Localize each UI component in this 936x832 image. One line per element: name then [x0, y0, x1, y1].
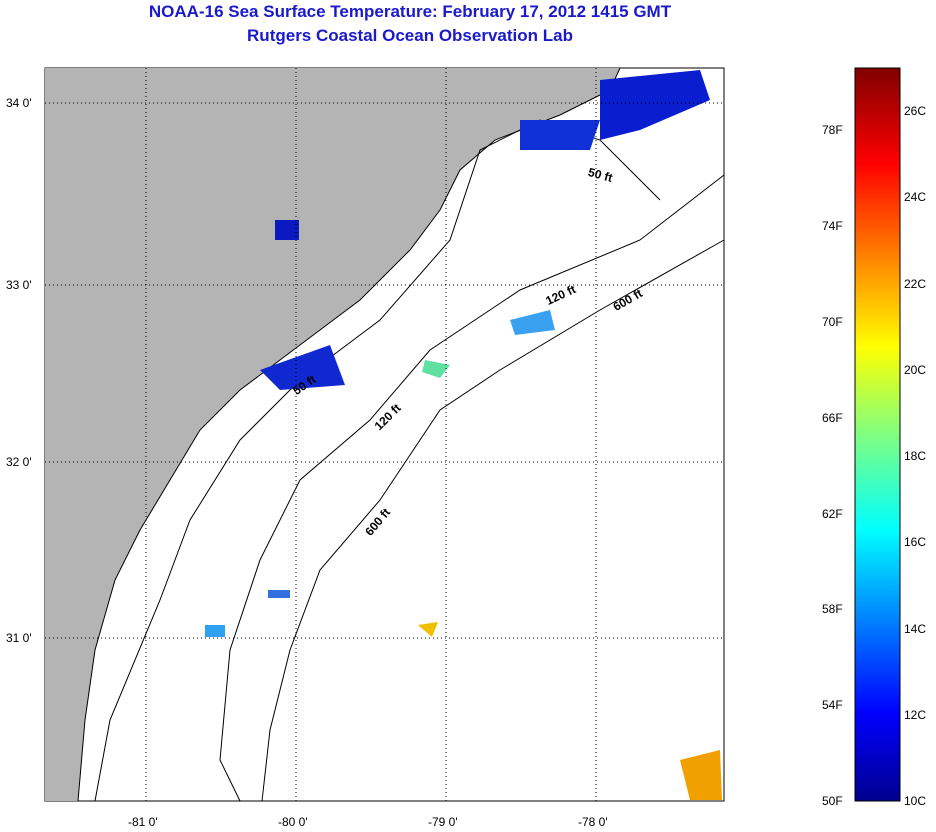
lat-tick-label: 34 0': [6, 96, 32, 110]
colorbar-c-label: 22C: [904, 276, 927, 291]
colorbar-c-label: 20C: [904, 362, 927, 377]
land: [45, 68, 620, 801]
colorbar-c-label: 24C: [904, 190, 927, 205]
colorbar: [854, 67, 901, 802]
map-title: NOAA-16 Sea Surface Temperature: Februar…: [148, 2, 672, 21]
colorbar-f-label: 70F: [822, 314, 843, 329]
coastline: [77, 67, 621, 802]
lat-tick-label: 33 0': [6, 278, 32, 292]
colorbar-f-label: 62F: [822, 506, 843, 521]
colorbar-c-label: 10C: [904, 794, 927, 808]
sst-patches: [205, 70, 722, 800]
colorbar-c-label: 14C: [904, 621, 927, 636]
lat-tick-label: 32 0': [6, 455, 32, 469]
lat-tick-label: 31 0': [6, 631, 32, 645]
colorbar-f-label: 50F: [822, 794, 843, 808]
colorbar-c-label: 18C: [904, 449, 927, 464]
lon-tick-label: -79 0': [428, 815, 458, 829]
contour-120ft: [219, 174, 725, 802]
colorbar-f-label: 58F: [822, 602, 843, 617]
lon-tick-label: -81 0': [128, 815, 158, 829]
colorbar-f-label: 66F: [822, 410, 843, 425]
lon-tick-label: -78 0': [578, 815, 608, 829]
colorbar-c-label: 26C: [904, 104, 927, 119]
colorbar-f-label: 74F: [822, 219, 843, 234]
map-subtitle: Rutgers Coastal Ocean Observation Lab: [247, 26, 573, 45]
colorbar-c-label: 12C: [904, 707, 927, 722]
lon-tick-label: -80 0': [278, 815, 308, 829]
colorbar-f-label: 78F: [822, 123, 843, 138]
colorbar-f-label: 54F: [822, 698, 843, 713]
contour-600ft: [261, 239, 725, 802]
colorbar-c-label: 16C: [904, 535, 927, 550]
